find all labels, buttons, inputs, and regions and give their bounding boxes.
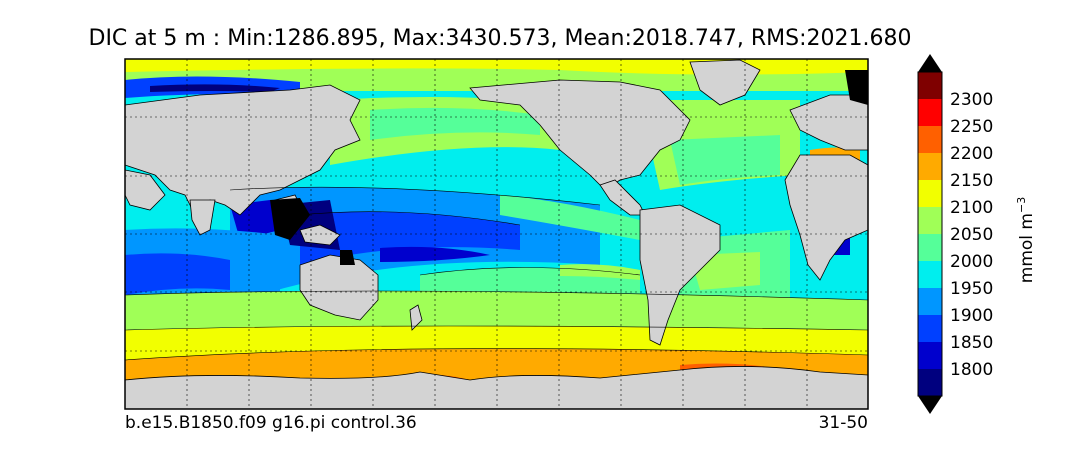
colorbar-tick-label: 2050 (950, 225, 993, 245)
title-mean: 2018.747 (631, 26, 737, 51)
colorbar-unit-label: mmol m−3 (1015, 197, 1037, 283)
title-depth: 5 m (163, 26, 206, 51)
title-variable: DIC (88, 26, 128, 51)
indian-darkblue (125, 253, 230, 295)
years-label: 31-50 (818, 413, 868, 433)
colorbar-extend-min (918, 396, 942, 414)
europe (789, 94, 868, 151)
map-frame (124, 58, 869, 410)
masked-region-seasia (270, 198, 310, 240)
arctic-yellow (125, 59, 868, 75)
colorbar-tick-label: 2200 (950, 144, 993, 164)
colorbar-tick-label: 2000 (950, 252, 993, 272)
land (125, 59, 868, 409)
colorbar-swatch (918, 369, 942, 396)
colorbar-tick-label: 2300 (950, 90, 993, 110)
colorbar-frame (917, 71, 943, 397)
colorbar-swatch (918, 261, 942, 288)
graticule (125, 59, 868, 409)
title-min: 1286.895 (273, 26, 379, 51)
colorbar-tick-label: 1900 (950, 306, 993, 326)
title-max: 3430.573 (445, 26, 551, 51)
colorbar-extend-max (918, 54, 942, 72)
colorbar-tick-label: 2100 (950, 198, 993, 218)
africa (784, 154, 868, 281)
colorbar-swatch (918, 207, 942, 234)
masked-region-europe (845, 70, 868, 105)
colorbar-tick-label: 1850 (950, 333, 993, 353)
colorbar-swatch (918, 288, 942, 315)
new-zealand (409, 304, 423, 331)
natl-seagreen (670, 135, 780, 185)
colorbar-tick-label: 2150 (950, 171, 993, 191)
colorbar: 1800 1850 1900 1950 2000 2050 2100 2150 2200 2250… (917, 54, 993, 414)
spac-green (560, 264, 640, 280)
asia (125, 84, 361, 216)
case-name-label: b.e15.B1850.f09 g16.pi control.36 (125, 413, 417, 433)
colorbar-swatch (918, 180, 942, 207)
colorbar-tick-label: 2250 (950, 117, 993, 137)
npac-seagreen (370, 107, 540, 140)
colorbar-swatch (918, 99, 942, 126)
colorbar-swatch (918, 153, 942, 180)
trop-darkerblue (300, 211, 520, 265)
contours (125, 186, 868, 361)
colorbar-swatch (918, 234, 942, 261)
colorbar-swatch (918, 72, 942, 99)
colorbar-swatch (918, 342, 942, 369)
colorbar-tick-label: 1800 (950, 360, 993, 380)
colorbar-swatch (918, 126, 942, 153)
map-title: DIC at 5 m : Min:1286.895, Max:3430.573,… (88, 26, 912, 51)
arctic-darkblue (150, 84, 280, 92)
south-america (639, 204, 721, 346)
arabia (125, 169, 166, 211)
borneo (299, 224, 341, 246)
colorbar-tick-label: 1950 (950, 279, 993, 299)
equatorial-green (500, 195, 640, 240)
antarctica (125, 366, 868, 409)
masked-region-png (340, 250, 355, 265)
map-plot (125, 59, 868, 409)
colorbar-swatch (918, 315, 942, 342)
title-rms: 2021.680 (806, 26, 912, 51)
india (189, 199, 216, 236)
north-america (469, 79, 691, 191)
